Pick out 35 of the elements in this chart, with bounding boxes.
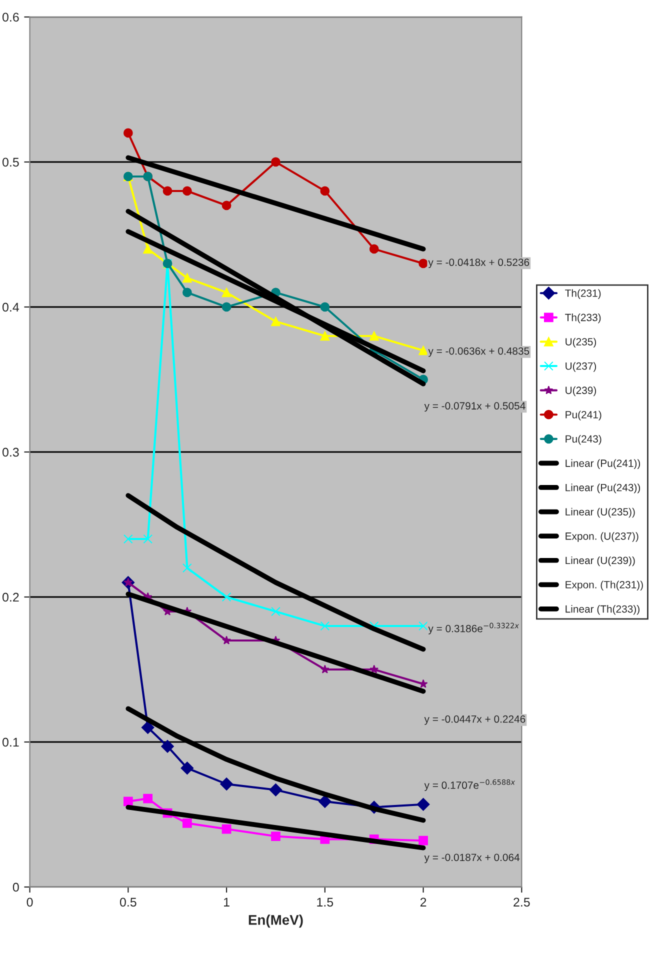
y-tick-label: 0.2 [2, 592, 19, 602]
legend-label: Linear (U(239)) [566, 556, 635, 566]
legend-label: Linear (U(235)) [566, 508, 635, 518]
legend-label: Th(231) [565, 289, 601, 299]
legend-label: U(235) [566, 338, 596, 348]
annotation: y = -0.0187x + 0.064 [424, 854, 520, 864]
annotation: y = -0.0447x + 0.2246 [424, 715, 526, 725]
x-tick-label: 2.5 [514, 898, 530, 907]
legend-label: Expon. (Th(231)) [566, 580, 643, 590]
y-tick-label: 0 [12, 882, 19, 892]
y-tick-label: 0.1 [2, 738, 19, 747]
x-tick-label: 0.5 [120, 898, 136, 907]
y-tick-label: 0.6 [2, 12, 19, 22]
legend-label: Linear (Th(233)) [566, 605, 640, 615]
annotation: y = 0.3186e$^{−0.3322x}$ [428, 622, 520, 634]
legend-label: U(239) [566, 386, 596, 396]
x-axis-title: En(MeV) [248, 914, 303, 928]
legend-label: Pu(241) [566, 410, 602, 420]
x-tick-label: 1.5 [317, 898, 334, 907]
x-tick-label: 2 [420, 898, 426, 906]
legend-label: Linear (Pu(241)) [566, 459, 640, 469]
annotation: y = -0.0418x + 0.5236 [428, 258, 530, 268]
y-tick-label: 0.5 [2, 158, 19, 167]
y-tick-label: 0.3 [2, 448, 19, 457]
y-tick-label: 0.4 [2, 302, 20, 312]
legend-label: Expon. (U(237)) [566, 532, 638, 542]
legend-label: U(237) [566, 362, 596, 372]
x-tick-label: 0 [26, 898, 33, 907]
annotation: y = -0.0636x + 0.4835 [428, 347, 530, 357]
annotation: y = 0.1707e$^{−0.6588x}$ [424, 779, 516, 791]
x-tick-label: 1 [224, 898, 230, 906]
annotation: y = -0.0791x + 0.5054 [424, 402, 526, 412]
legend-label: Pu(243) [566, 435, 602, 445]
legend-label: Th(233) [565, 314, 601, 324]
legend-label: Linear (Pu(243)) [566, 484, 640, 494]
